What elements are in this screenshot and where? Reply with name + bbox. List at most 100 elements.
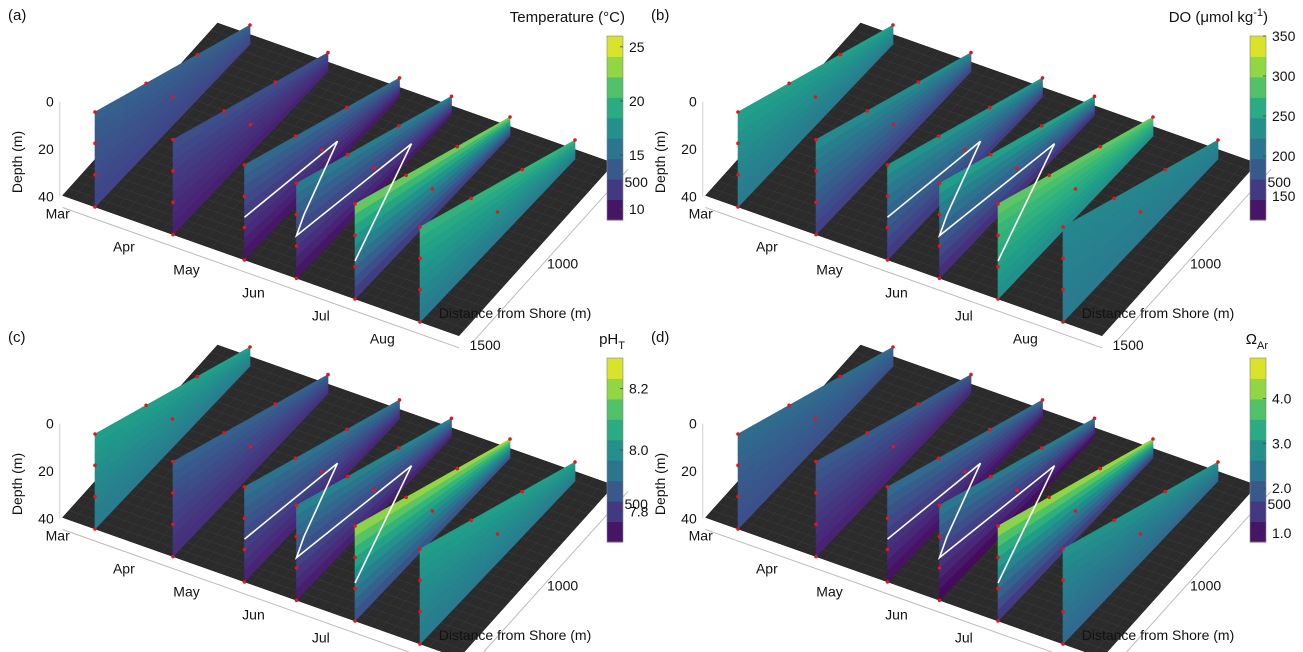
colorbar-title-main: DO (μmol kg — [1169, 9, 1254, 26]
transect-apr — [171, 50, 330, 237]
colorbar-tick-label: 200 — [1272, 148, 1296, 164]
transect-apr — [814, 372, 973, 559]
sample-point — [988, 427, 992, 432]
sample-point — [248, 444, 253, 449]
transect-cell — [1026, 416, 1043, 436]
colorbar-band — [607, 158, 623, 180]
sample-point — [171, 137, 175, 142]
sample-point — [1112, 196, 1116, 201]
distance-axis-label: Distance from Shore (m) — [439, 627, 591, 643]
month-tick-label: May — [173, 584, 199, 600]
transect-mar — [736, 345, 895, 531]
sample-point — [293, 456, 298, 460]
sample-point — [294, 503, 299, 508]
sample-point — [171, 554, 175, 559]
colorbar-band — [607, 76, 623, 98]
sample-point — [937, 534, 942, 539]
sample-point — [996, 586, 1000, 591]
sample-point — [430, 187, 435, 191]
sample-point — [242, 580, 247, 584]
sample-point — [144, 403, 148, 408]
seafloor-grid-line — [439, 156, 595, 329]
sample-point — [885, 485, 890, 489]
depth-tick-label: 40 — [38, 189, 54, 205]
seafloor-grid-line — [450, 481, 605, 652]
sample-point — [1138, 210, 1143, 214]
distance-axis-line — [472, 168, 629, 343]
month-tick-label: Mar — [689, 206, 713, 222]
sample-point — [520, 489, 525, 494]
sample-point — [372, 166, 376, 171]
colorbar-band — [1250, 439, 1266, 461]
depth-tick-label: 40 — [681, 511, 697, 527]
depth-tick-label: 40 — [681, 189, 697, 205]
transect-cell — [1078, 434, 1095, 455]
month-tick-label: May — [816, 584, 842, 600]
seafloor-grid-line — [754, 40, 911, 214]
thermocline-line — [886, 462, 1056, 584]
distance-axis-line — [1125, 490, 1272, 652]
seafloor-grid-line — [1082, 478, 1238, 651]
distance-tick-label: 1000 — [1190, 256, 1221, 272]
sample-point — [1040, 398, 1045, 402]
colorbar-band — [1250, 158, 1266, 180]
seafloor-grid-line — [439, 478, 595, 651]
transect-jul — [353, 437, 512, 623]
seafloor-grid-line — [429, 474, 585, 648]
transect-jul — [996, 437, 1155, 623]
sample-point — [294, 276, 299, 281]
thermocline-line — [243, 140, 413, 262]
sample-point — [1163, 489, 1168, 494]
sample-point — [937, 566, 942, 570]
transect-aug — [1061, 138, 1220, 324]
sample-point — [353, 297, 357, 301]
transect-cell — [383, 416, 400, 436]
colorbar-tick-label: 2.0 — [1272, 480, 1292, 496]
sample-point — [222, 431, 226, 435]
colorbar-band — [607, 439, 623, 461]
sample-point — [963, 470, 967, 474]
month-tick-label: Apr — [756, 561, 778, 577]
sample-point — [242, 163, 247, 167]
colorbar-tick-label: 350 — [1272, 28, 1296, 44]
colorbar-title-close: ) — [1263, 9, 1268, 26]
sample-point — [469, 196, 473, 201]
sample-point — [345, 152, 350, 157]
sample-point — [195, 374, 200, 379]
transect-aug — [418, 138, 577, 324]
sample-point — [1092, 416, 1097, 421]
distance-axis-label: Distance from Shore (m) — [1082, 627, 1234, 643]
depth-tick-label: 20 — [38, 463, 54, 479]
colorbar-band — [1250, 460, 1266, 482]
sample-point — [495, 210, 500, 214]
depth-tick-label: 20 — [38, 141, 54, 157]
transect-cell — [1026, 94, 1043, 114]
sample-point — [937, 598, 942, 603]
sample-point — [969, 372, 973, 377]
month-tick-label: May — [173, 262, 199, 278]
distance-tick-label: 1500 — [470, 337, 501, 353]
colorbar-title: pHT — [599, 331, 625, 352]
month-axis-line — [62, 529, 411, 652]
seafloor-grid-line — [181, 386, 337, 560]
sample-point — [469, 518, 473, 523]
sample-point — [937, 503, 942, 508]
sample-point — [93, 432, 97, 436]
sample-point — [93, 527, 97, 531]
colorbar-tick-label: 10 — [629, 201, 645, 217]
sample-point — [736, 110, 740, 114]
colorbar-band — [607, 501, 623, 523]
panel-b: 0 20 40 Depth (m) Mar Apr May Jun Jul Aug 500 1000 1… — [651, 7, 1296, 353]
sample-point — [449, 94, 454, 99]
transect-may — [242, 76, 402, 262]
distance-tick-label: 1000 — [547, 256, 578, 272]
month-tick-label: Apr — [113, 561, 135, 577]
seafloor-grid-line — [1093, 481, 1248, 652]
seafloor-grid-line — [754, 362, 911, 536]
sample-point — [93, 172, 97, 177]
month-axis-line — [62, 207, 460, 349]
colorbar-band — [607, 199, 623, 221]
colorbar-title: Temperature (°C) — [510, 9, 625, 26]
sample-point — [418, 287, 422, 292]
